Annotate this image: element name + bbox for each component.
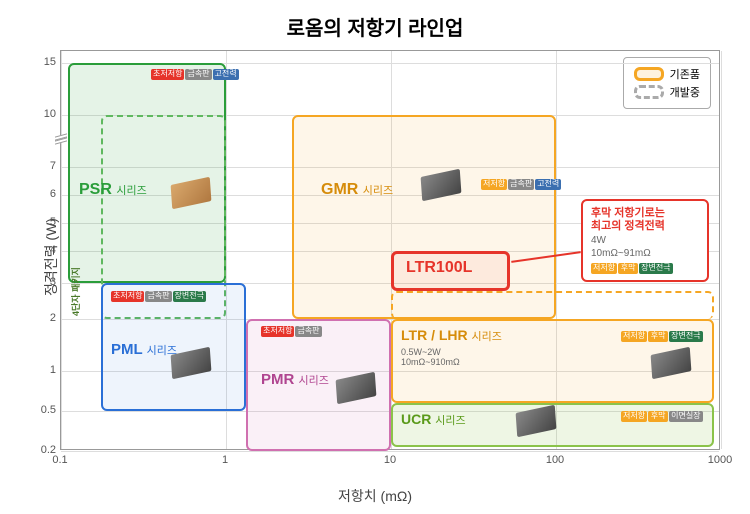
tag-row: 저저항후막장변전극: [621, 331, 703, 342]
tag-row: 초저저항금속판장변전극: [111, 291, 206, 302]
region-name: UCR: [401, 411, 431, 427]
grid-v: [61, 51, 62, 449]
tag-humak: 후막: [648, 331, 668, 342]
legend-developing-label: 개발중: [670, 84, 700, 100]
tag-jeojihang: 저저항: [621, 331, 647, 342]
tag-jeojihang: 저저항: [621, 411, 647, 422]
tag-row: 저저항후막이면실장: [621, 411, 703, 422]
callout-tags: 저저항후막장변전극: [591, 263, 699, 274]
y-tick-label: 5: [50, 216, 56, 228]
series-suffix: 시리즈: [299, 375, 329, 387]
region-label-ucr: UCR 시리즈: [401, 411, 466, 428]
y-tick-label: 2: [50, 312, 56, 324]
tag-humak: 후막: [618, 263, 638, 274]
tag-jeojihang: 저저항: [481, 179, 507, 190]
region-label-ltr-lhr: LTR / LHR 시리즈: [401, 327, 502, 344]
tag-jeojihang: 저저항: [591, 263, 617, 274]
callout-range: 10mΩ~91mΩ: [591, 248, 699, 259]
tag-geumsokpan: 금속판: [508, 179, 534, 190]
legend-box: 기존품 개발중: [623, 57, 711, 109]
region-name: PMR: [261, 371, 294, 388]
tag-jangbyeon: 장변전극: [173, 291, 206, 302]
y-tick-label: 15: [44, 56, 56, 68]
callout-ltr100l: 후막 저항기로는최고의 정격전력 4W 10mΩ~91mΩ 저저항후막장변전극: [581, 199, 709, 282]
tag-row: 초저저항금속판: [261, 326, 322, 337]
tag-imyeon: 이면실장: [669, 411, 702, 422]
y-tick-label: 3: [50, 276, 56, 288]
series-suffix: 시리즈: [116, 185, 146, 197]
region-name: PSR: [79, 181, 112, 198]
ltr-sub2: 10mΩ~910mΩ: [401, 357, 460, 367]
y-tick-label: 0.5: [41, 404, 56, 416]
tag-go_jeonryeok: 고전력: [535, 179, 561, 190]
callout-title1: 후막 저항기로는: [591, 207, 699, 220]
grid-v: [721, 51, 722, 449]
tag-cho_jeojihang: 초저저항: [111, 291, 144, 302]
region-ltr-lhr-dash: [391, 291, 714, 319]
tag-geumsokpan: 금속판: [145, 291, 171, 302]
tag-row: 초저저항금속판고전력: [151, 69, 239, 80]
region-name: LTR / LHR: [401, 327, 468, 343]
x-tick-label: 1000: [708, 454, 732, 466]
tag-jangbyeon: 장변전극: [639, 263, 672, 274]
series-suffix: 시리즈: [472, 331, 502, 343]
region-name: GMR: [321, 181, 358, 198]
x-tick-label: 10: [384, 454, 396, 466]
y-tick-label: 4: [50, 244, 56, 256]
series-suffix: 시리즈: [435, 415, 465, 427]
region-label-pmr: PMR 시리즈: [261, 371, 329, 388]
region-name: PML: [111, 341, 142, 358]
y-tick-label: 6: [50, 188, 56, 200]
axis-break-icon: [55, 135, 67, 143]
region-label-gmr: GMR 시리즈: [321, 181, 393, 199]
x-axis-title: 저항치 (mΩ): [338, 486, 412, 506]
callout-title2: 최고의 정격전력: [591, 220, 699, 233]
region-label-pml: PML 시리즈: [111, 341, 177, 358]
tag-geumsokpan: 금속판: [295, 326, 321, 337]
tag-humak: 후막: [648, 411, 668, 422]
y-tick-label: 0.2: [41, 444, 56, 456]
ltr-lhr-subtext: 0.5W~2W10mΩ~910mΩ: [401, 347, 460, 367]
tag-cho_jeojihang: 초저저항: [261, 326, 294, 337]
chart-plot-area: 기존품 개발중 PSR 시리즈초저저항금속판고전력4단자 패키지GMR 시리즈저…: [60, 50, 720, 450]
x-tick-label: 100: [546, 454, 564, 466]
y-tick-label: 7: [50, 160, 56, 172]
y-tick-label: 1: [50, 364, 56, 376]
region-label-psr: PSR 시리즈: [79, 181, 147, 199]
tag-go_jeonryeok: 고전력: [213, 69, 239, 80]
x-tick-label: 1: [222, 454, 228, 466]
ltr-sub1: 0.5W~2W: [401, 347, 460, 357]
region-label-ltr100l: LTR100L: [406, 259, 472, 277]
tag-row: 저저항금속판고전력: [481, 179, 561, 190]
legend-existing-swatch: [634, 67, 664, 81]
callout-power: 4W: [591, 235, 699, 246]
series-suffix: 시리즈: [363, 185, 393, 197]
legend-developing-swatch: [634, 85, 664, 99]
y-tick-label: 10: [44, 108, 56, 120]
tag-jangbyeon: 장변전극: [669, 331, 702, 342]
tag-geumsokpan: 금속판: [185, 69, 211, 80]
chart-title: 로옴의 저항기 라인업: [0, 0, 750, 49]
legend-existing-label: 기존품: [670, 66, 700, 82]
tag-cho_jeojihang: 초저저항: [151, 69, 184, 80]
side-label-4terminal: 4단자 패키지: [69, 267, 82, 316]
grid-h: [61, 451, 719, 452]
